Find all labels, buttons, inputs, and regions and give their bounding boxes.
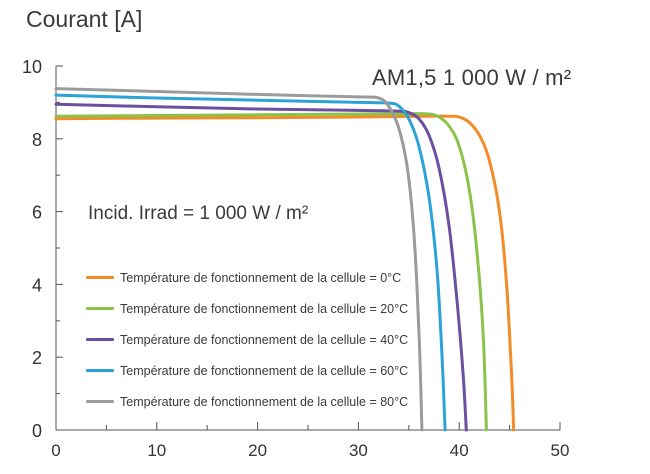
- y-axis-label: Courant [A]: [26, 6, 143, 32]
- x-tick-label: 20: [248, 441, 267, 460]
- legend-swatch: [86, 400, 114, 403]
- legend-swatch: [86, 369, 114, 372]
- y-tick-label: 2: [32, 348, 42, 368]
- x-tick-label: 10: [147, 441, 166, 460]
- legend-item: Température de fonctionnement de la cell…: [86, 386, 446, 417]
- incident-irradiance-annotation: Incid. Irrad = 1 000 W / m²: [88, 203, 309, 224]
- irradiance-spectrum-annotation: AM1,5 1 000 W / m²: [372, 65, 572, 90]
- chart-series: [54, 87, 516, 432]
- legend-item: Température de fonctionnement de la cell…: [86, 293, 446, 324]
- y-tick-label: 8: [32, 130, 42, 150]
- legend-label: Température de fonctionnement de la cell…: [120, 301, 409, 316]
- legend-label: Température de fonctionnement de la cell…: [120, 270, 402, 285]
- x-tick-label: 0: [51, 441, 60, 460]
- legend-label: Température de fonctionnement de la cell…: [120, 394, 409, 409]
- chart-axes: 0 10 20 30 40 50 0 2 4 6 8 10: [22, 57, 569, 460]
- series-line: [54, 102, 468, 432]
- series-line: [54, 93, 447, 432]
- legend-item: Température de fonctionnement de la cell…: [86, 324, 446, 355]
- x-tick-label: 40: [450, 441, 469, 460]
- series-line: [54, 87, 424, 432]
- legend-item: Température de fonctionnement de la cell…: [86, 355, 446, 386]
- legend-swatch: [86, 276, 114, 279]
- y-tick-label: 4: [32, 275, 42, 295]
- x-tick-label: 50: [551, 441, 570, 460]
- x-tick-label: 30: [349, 441, 368, 460]
- legend-swatch: [86, 338, 114, 341]
- y-tick-label: 10: [22, 57, 42, 77]
- y-tick-label: 6: [32, 203, 42, 223]
- series-line: [54, 112, 488, 432]
- legend-item: Température de fonctionnement de la cell…: [86, 262, 446, 293]
- y-tick-label: 0: [32, 421, 42, 441]
- chart-legend: Température de fonctionnement de la cell…: [86, 262, 446, 417]
- legend-label: Température de fonctionnement de la cell…: [120, 332, 409, 347]
- legend-label: Température de fonctionnement de la cell…: [120, 363, 409, 378]
- legend-swatch: [86, 307, 114, 310]
- series-line: [54, 114, 516, 432]
